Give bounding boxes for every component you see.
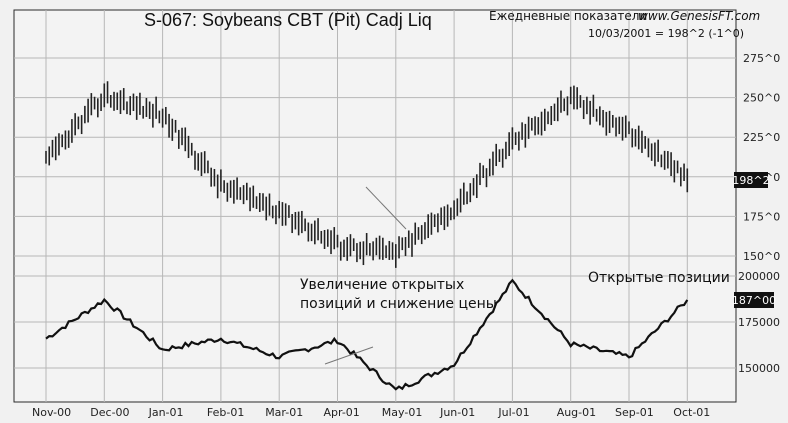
price-tick-label: 275^0: [743, 52, 780, 65]
x-tick-label: Nov-00: [32, 406, 71, 419]
price-last-tag: [734, 172, 768, 188]
oi-note-line1: Увеличение открытых: [300, 277, 464, 293]
x-tick-label: Mar-01: [265, 406, 303, 419]
oi-tick-label: 150000: [738, 362, 780, 375]
oi-series-label: Открытые позиции: [588, 270, 730, 286]
price-tick-label: 175^0: [743, 210, 780, 223]
x-axis-ticks: Nov-00 Dec-00 Jan-01 Feb-01 Mar-01 Apr-01 May-…: [32, 406, 710, 419]
price-series: [45, 81, 689, 268]
price-last-value: 198^2: [732, 174, 769, 187]
oi-tick-label: 200000: [738, 270, 780, 283]
last-value-text: 10/03/2001 = 198^2 (-1^0): [588, 27, 744, 40]
x-tick-label: Apr-01: [324, 406, 360, 419]
oi-last-value: 187^00: [732, 294, 776, 307]
y-axis-oi-ticks: 150000 175000 200000: [738, 270, 780, 375]
annotation-line-top: [365, 186, 407, 230]
x-tick-label: Dec-00: [90, 406, 129, 419]
x-tick-label: Jun-01: [439, 406, 475, 419]
x-tick-label: May-01: [382, 406, 423, 419]
annotation-line-bottom: [324, 346, 374, 365]
open-interest-series: [45, 278, 689, 391]
website: www.GenesisFT.com: [638, 9, 760, 23]
oi-note-line2: позиций и снижение цены: [300, 296, 497, 312]
x-tick-label: Aug-01: [557, 406, 596, 419]
x-tick-label: Sep-01: [615, 406, 654, 419]
period-label: Ежедневные показатели: [489, 9, 647, 23]
chart-title: S-067: Soybeans CBT (Pit) Cadj Liq: [144, 10, 432, 30]
price-tick-label: 250^0: [743, 92, 780, 105]
price-tick-label: 150^0: [743, 250, 780, 263]
y-grid: [14, 57, 736, 369]
plot-frame: [13, 9, 737, 403]
x-tick-label: Oct-01: [673, 406, 710, 419]
x-tick-label: Feb-01: [207, 406, 244, 419]
oi-last-tag: [734, 292, 774, 308]
oi-tick-label: 175000: [738, 316, 780, 329]
x-tick-label: Jan-01: [148, 406, 184, 419]
price-tick-label: 225^0: [743, 131, 780, 144]
x-tick-label: Jul-01: [497, 406, 529, 419]
